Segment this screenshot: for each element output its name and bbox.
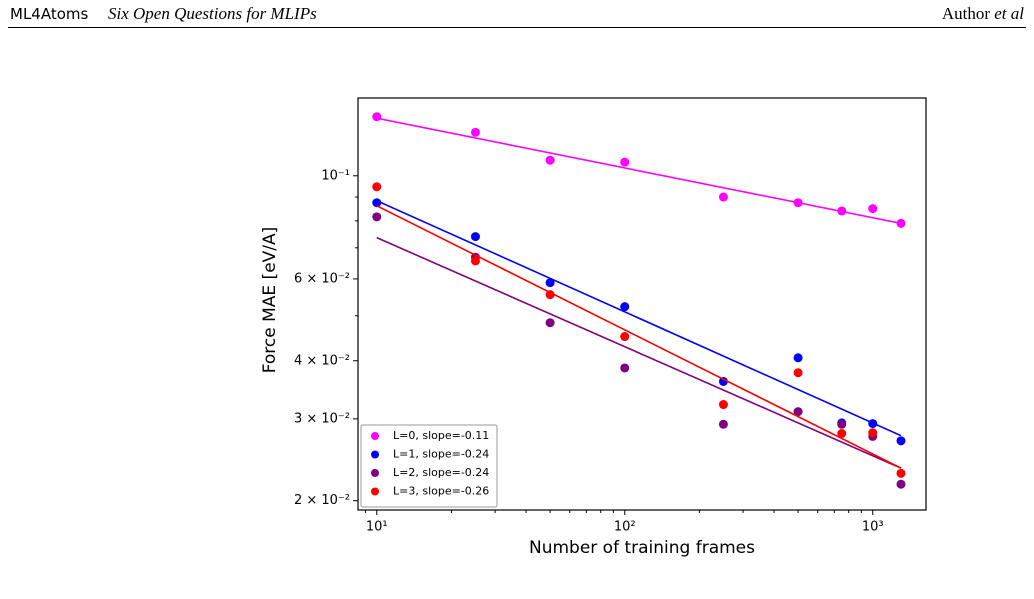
y-tick-label: 2 × 10⁻² [294,493,350,508]
data-point [793,198,803,208]
data-point [793,353,803,363]
fit-line [376,117,902,225]
data-point [470,232,480,242]
x-tick-label: 10² [614,520,636,535]
legend-marker [371,469,379,477]
paper-title: Six Open Questions for MLIPs [108,4,317,23]
legend-label: L=3, slope=-0.26 [393,485,489,498]
data-point [372,212,382,222]
legend-marker [371,432,379,440]
fit-line [376,205,902,469]
x-tick-label: 10³ [862,520,884,535]
legend-box [360,424,498,508]
data-point [372,112,382,122]
data-point [718,376,728,386]
data-point [620,302,630,312]
data-point [372,198,382,208]
data-point [718,400,728,410]
data-point [545,318,555,328]
data-point [868,419,878,429]
author: Author et al [942,4,1024,24]
data-point [793,407,803,417]
legend-label: L=1, slope=-0.24 [393,448,489,461]
data-point [470,127,480,137]
legend-label: L=2, slope=-0.24 [393,466,489,479]
data-point [718,419,728,429]
y-tick-label: 3 × 10⁻² [294,411,350,426]
data-point [837,206,847,216]
data-point [372,182,382,192]
data-point [868,204,878,214]
data-point [896,436,906,446]
y-tick-label: 6 × 10⁻² [294,271,350,286]
data-point [470,256,480,266]
plot-frame [357,97,927,511]
legend-marker [371,450,379,459]
data-point [545,278,555,288]
legend-label: L=0, slope=-0.11 [393,429,489,442]
x-axis-label: Number of training frames [529,538,755,558]
running-head: ML4Atoms [10,5,89,23]
y-tick-label: 10⁻¹ [321,168,350,183]
data-point [793,368,803,378]
fit-line [376,199,902,437]
data-point [620,157,630,167]
et-al: et al [994,4,1024,23]
x-tick-label: 10¹ [366,520,388,535]
data-point [896,468,906,478]
data-point [896,479,906,489]
y-tick-label: 4 × 10⁻² [294,353,350,368]
data-point [545,290,555,300]
data-point [837,419,847,429]
data-point [868,428,878,438]
header-rule [8,27,1026,28]
data-point [620,332,630,342]
author-name: Author [941,4,990,23]
data-point [896,218,906,228]
data-point [718,192,728,202]
data-point [620,363,630,373]
legend-marker [371,487,379,496]
data-point [837,428,847,438]
y-axis-label: Force MAE [eV/A] [260,227,280,374]
fit-line [376,236,902,469]
data-point [545,155,555,165]
